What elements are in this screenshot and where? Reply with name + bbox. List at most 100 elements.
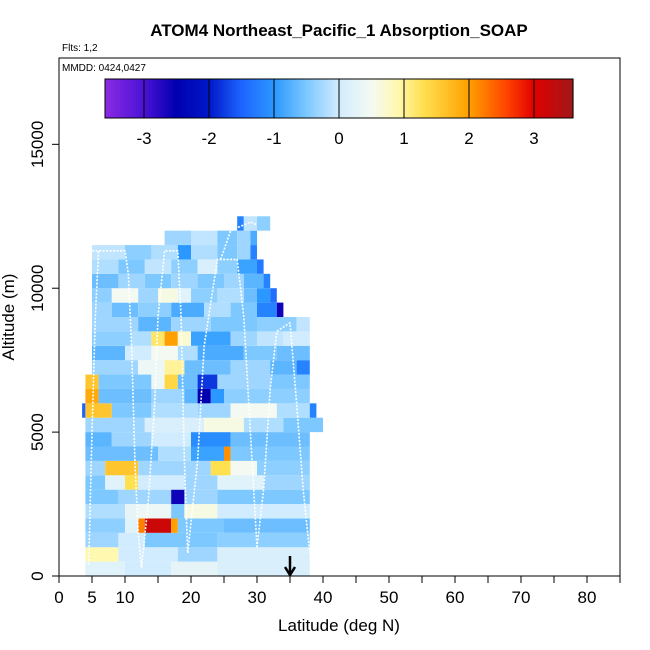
colorbar-swatch	[445, 79, 449, 118]
heatmap-cell	[217, 475, 264, 490]
heatmap-cell	[131, 331, 152, 346]
y-tick-label: 0	[28, 571, 47, 580]
heatmap-cell	[184, 475, 218, 490]
colorbar-swatch	[185, 79, 189, 118]
colorbar-swatch	[297, 79, 301, 118]
colorbar-swatch	[409, 79, 413, 118]
colorbar-swatch	[349, 79, 353, 118]
heatmap-cell	[270, 360, 297, 375]
heatmap-cell	[151, 345, 178, 361]
colorbar-swatch	[346, 79, 350, 118]
heatmap-cell	[171, 273, 198, 289]
heatmap-cell	[263, 273, 271, 289]
colorbar-swatch	[391, 79, 395, 118]
colorbar-swatch	[183, 79, 187, 118]
colorbar-swatch	[341, 79, 345, 118]
colorbar-tick-label: 2	[464, 129, 473, 148]
heatmap-cell	[243, 216, 257, 231]
colorbar-tick-label: 3	[529, 129, 538, 148]
heatmap-cell	[257, 259, 264, 274]
heatmap-cell	[118, 532, 145, 548]
heatmap-cell	[230, 360, 271, 375]
heatmap-cell	[210, 317, 257, 332]
heatmap-cell	[230, 460, 257, 476]
colorbar-swatch	[284, 79, 288, 118]
y-tick-label: 5000	[28, 413, 47, 451]
colorbar-swatch	[440, 79, 444, 118]
colorbar-swatch	[508, 79, 512, 118]
heatmap-cell	[118, 489, 172, 505]
colorbar-swatch	[378, 79, 382, 118]
colorbar-swatch	[300, 79, 304, 118]
x-tick-label: 50	[380, 588, 399, 607]
heatmap-cell	[171, 561, 218, 576]
heatmap-cell	[125, 504, 139, 519]
y-axis-label: Altitude (m)	[0, 274, 18, 361]
heatmap-cell	[230, 302, 257, 317]
heatmap-cell	[237, 245, 251, 260]
colorbar-swatch	[521, 79, 525, 118]
colorbar-swatch	[476, 79, 480, 118]
colorbar-swatch	[474, 79, 478, 118]
heatmap-cell	[177, 547, 218, 562]
colorbar-swatch	[245, 79, 249, 118]
colorbar-swatch	[552, 79, 556, 118]
heatmap-cell	[224, 518, 310, 533]
colorbar-swatch	[172, 79, 176, 118]
colorbar-swatch	[344, 79, 348, 118]
heatmap-cell	[85, 403, 112, 418]
colorbar-tick-label: 1	[399, 129, 408, 148]
heatmap-cell	[224, 446, 231, 461]
heatmap-cell	[243, 345, 277, 361]
chart-title: ATOM4 Northeast_Pacific_1 Absorption_SOA…	[150, 21, 528, 40]
heatmap-cell	[204, 302, 231, 317]
colorbar-swatch	[253, 79, 257, 118]
heatmap-cell	[191, 245, 218, 260]
colorbar-swatch	[450, 79, 454, 118]
heatmap-cell	[111, 288, 139, 303]
colorbar-swatch	[544, 79, 548, 118]
heatmap-cell	[144, 417, 205, 433]
colorbar-swatch	[167, 79, 171, 118]
colorbar-swatch	[133, 79, 137, 118]
colorbar-swatch	[310, 79, 314, 118]
heatmap-cell	[151, 374, 165, 389]
heatmap-cell	[158, 446, 191, 461]
colorbar-swatch	[305, 79, 309, 118]
colorbar-swatch	[107, 79, 111, 118]
heatmap-cell	[92, 273, 119, 289]
heatmap-cell	[151, 331, 165, 346]
heatmap-cell	[105, 460, 139, 476]
heatmap-cell	[92, 360, 139, 375]
heatmap-cell	[138, 288, 158, 303]
y-tick-label: 10000	[28, 265, 47, 312]
colorbar-swatch	[128, 79, 132, 118]
colorbar-swatch	[396, 79, 400, 118]
colorbar-swatch	[567, 79, 571, 118]
colorbar-swatch	[417, 79, 421, 118]
colorbar-swatch	[375, 79, 379, 118]
plot-frame	[58, 57, 621, 577]
heatmap-cell	[210, 460, 231, 476]
colorbar-swatch	[432, 79, 436, 118]
latitude-marker	[283, 556, 297, 578]
colorbar-swatch	[313, 79, 317, 118]
colorbar-swatch	[435, 79, 439, 118]
colorbar-swatch	[146, 79, 150, 118]
colorbar-swatch	[164, 79, 168, 118]
heatmap-cell	[92, 317, 139, 332]
colorbar-swatch	[201, 79, 205, 118]
colorbar-swatch	[180, 79, 184, 118]
heatmap-cell	[171, 259, 198, 274]
colorbar-swatch	[336, 79, 340, 118]
heatmap-cell	[276, 403, 310, 418]
heatmap-cell	[118, 273, 145, 289]
colorbar-swatch	[315, 79, 319, 118]
colorbar-swatch	[359, 79, 363, 118]
heatmap-cell	[164, 360, 185, 375]
colorbar-swatch	[162, 79, 166, 118]
heatmap-cell	[217, 561, 310, 576]
heatmap-cell	[92, 245, 125, 260]
colorbar-swatch	[159, 79, 163, 118]
colorbar-swatch	[352, 79, 356, 118]
